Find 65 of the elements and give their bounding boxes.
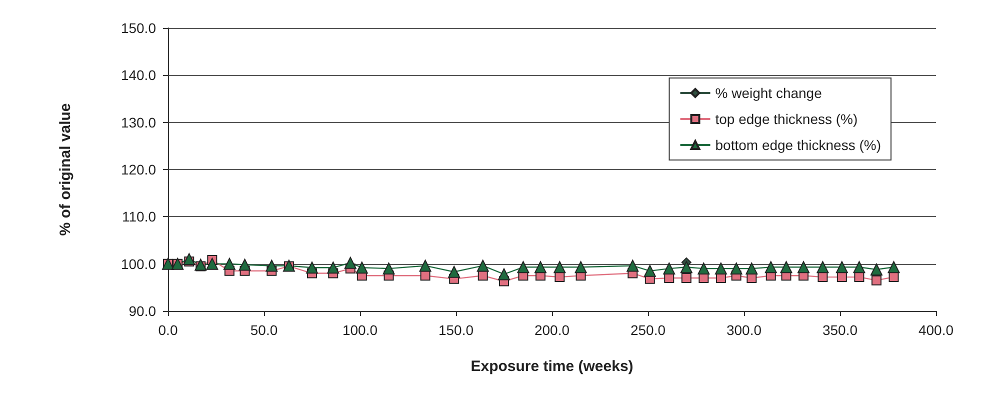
point [698,262,710,275]
y-tick-label: 150.0 [120,20,156,36]
point [730,262,742,275]
point [836,261,848,274]
y-tick-label: 110.0 [122,208,156,225]
point [870,263,882,276]
point [517,261,530,274]
x-tick-label: 150.0 [438,322,474,338]
point [266,260,278,272]
x-axis-title: Exposure time (weeks) [470,358,634,375]
x-tick-label: 400.0 [918,322,954,338]
point [223,258,236,270]
legend-label: % weight change [715,85,822,101]
point [194,258,207,271]
x-tick-label: 200.0 [534,322,570,338]
point [854,272,864,282]
point [419,260,432,272]
legend-label: top edge thickness (%) [715,111,858,127]
x-tick-label: 0.0 [158,322,178,338]
y-tick-label: 90.0 [128,303,156,319]
point [644,264,656,277]
point [818,272,828,282]
point [238,258,251,271]
x-tick-label: 350.0 [822,322,858,338]
legend-label: bottom edge thickness (%) [715,137,882,153]
point [626,260,639,272]
point [798,261,810,274]
point [663,262,676,275]
point [344,256,356,269]
point [574,261,587,274]
point [764,261,777,274]
y-tick-label: 130.0 [120,114,156,130]
point [554,272,565,282]
point [206,258,218,270]
point [327,262,340,274]
point [478,270,488,281]
point [680,261,692,274]
point [476,260,489,272]
point [871,275,882,286]
x-tick-label: 50.0 [250,322,278,338]
point [534,261,546,274]
point [853,261,866,274]
point [382,262,395,275]
y-tick-label: 140.0 [120,67,156,84]
point [420,270,430,281]
x-tick-label: 250.0 [630,322,666,338]
point [836,272,847,282]
point [888,261,900,274]
point [816,261,829,274]
point [448,266,460,278]
point [780,261,792,274]
x-tick-label: 300.0 [726,322,762,338]
point [714,262,727,275]
point [498,268,510,280]
point [554,261,566,274]
point [356,262,368,274]
point [183,253,196,266]
y-axis-title: % of original value [57,103,74,236]
point [888,272,899,282]
point [681,272,692,283]
y-tick-label: 120.0 [120,162,156,178]
y-tick-label: 100.0 [120,256,156,272]
point [746,262,758,275]
point [306,262,318,274]
x-tick-label: 100.0 [342,322,378,338]
